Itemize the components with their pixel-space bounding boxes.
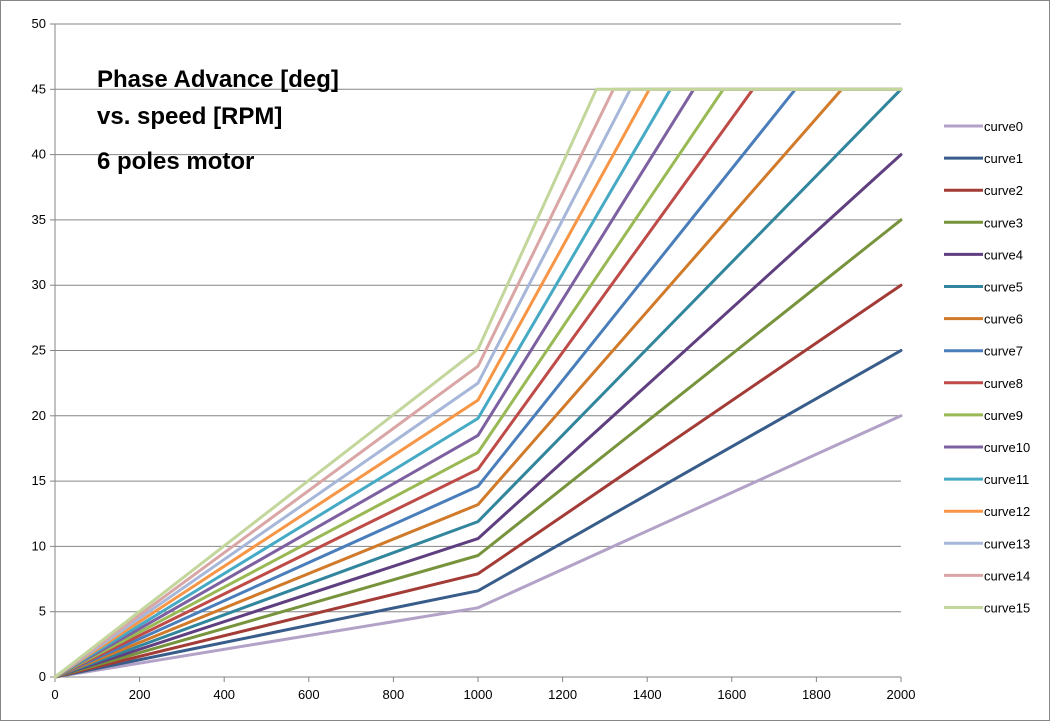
y-tick-label: 5 — [39, 604, 46, 619]
x-tick-label: 1600 — [717, 687, 746, 702]
y-tick-label: 20 — [32, 408, 46, 423]
legend-label: curve5 — [984, 280, 1023, 295]
x-tick-label: 600 — [298, 687, 320, 702]
x-tick-label: 200 — [129, 687, 151, 702]
legend-entry-curve6: curve6 — [944, 312, 1023, 327]
legend-label: curve0 — [984, 119, 1023, 134]
y-tick-label: 15 — [32, 473, 46, 488]
y-tick-label: 35 — [32, 212, 46, 227]
axes: 0 5 10 15 20 25 30 35 40 45 50 0 200 400 600 800 1000 120… — [32, 16, 916, 702]
legend-label: curve4 — [984, 247, 1023, 262]
legend-label: curve1 — [984, 151, 1023, 166]
x-tick-label: 1400 — [633, 687, 662, 702]
legend-label: curve14 — [984, 568, 1030, 583]
legend-entry-curve2: curve2 — [944, 183, 1023, 198]
x-tick-label: 1000 — [464, 687, 493, 702]
legend-entry-curve15: curve15 — [944, 601, 1030, 616]
series-line-curve1 — [53, 349, 903, 679]
legend-label: curve2 — [984, 183, 1023, 198]
legend-entry-curve3: curve3 — [944, 215, 1023, 230]
y-tick-label: 40 — [32, 147, 46, 162]
legend-entry-curve0: curve0 — [944, 119, 1023, 134]
legend-entry-curve4: curve4 — [944, 247, 1023, 262]
legend-label: curve12 — [984, 504, 1030, 519]
y-tick-label: 25 — [32, 343, 46, 358]
series-line-curve3 — [53, 218, 903, 679]
series-lines — [53, 87, 903, 679]
gridlines — [55, 23, 901, 613]
legend-entry-curve7: curve7 — [944, 344, 1023, 359]
legend-entry-curve1: curve1 — [944, 151, 1023, 166]
title-line-3: 6 poles motor — [97, 148, 254, 175]
x-tick-label: 2000 — [887, 687, 916, 702]
series-line-curve0 — [53, 414, 903, 679]
legend-label: curve9 — [984, 408, 1023, 423]
legend: curve0 curve1 curve2 curve3 curve4 curve5 curv… — [944, 119, 1030, 616]
legend-label: curve3 — [984, 215, 1023, 230]
legend-label: curve15 — [984, 601, 1030, 616]
legend-entry-curve11: curve11 — [944, 472, 1029, 487]
x-tick-label: 1200 — [548, 687, 577, 702]
series-line-curve5 — [53, 87, 903, 679]
legend-entry-curve12: curve12 — [944, 504, 1030, 519]
y-tick-label: 10 — [32, 538, 46, 553]
x-tick-label: 1800 — [802, 687, 831, 702]
legend-label: curve13 — [984, 536, 1030, 551]
y-tick-label: 45 — [32, 81, 46, 96]
series-line-curve4 — [53, 153, 903, 679]
legend-label: curve8 — [984, 376, 1023, 391]
legend-entry-curve8: curve8 — [944, 376, 1023, 391]
legend-entry-curve14: curve14 — [944, 568, 1030, 583]
x-tick-label: 400 — [213, 687, 235, 702]
series-line-curve15 — [53, 87, 903, 679]
legend-label: curve11 — [984, 472, 1029, 487]
y-tick-label: 50 — [32, 16, 46, 31]
legend-entry-curve9: curve9 — [944, 408, 1023, 423]
legend-entry-curve10: curve10 — [944, 440, 1030, 455]
x-tick-label: 800 — [383, 687, 405, 702]
title-line-1: Phase Advance [deg] — [97, 66, 339, 93]
legend-entry-curve5: curve5 — [944, 280, 1023, 295]
legend-label: curve7 — [984, 344, 1023, 359]
legend-entry-curve13: curve13 — [944, 536, 1030, 551]
series-line-curve2 — [53, 283, 903, 679]
legend-label: curve10 — [984, 440, 1030, 455]
y-tick-label: 0 — [39, 669, 46, 684]
y-tick-label: 30 — [32, 277, 46, 292]
legend-label: curve6 — [984, 312, 1023, 327]
chart-title: Phase Advance [deg] vs. speed [RPM] 6 po… — [97, 66, 339, 175]
x-tick-label: 0 — [51, 687, 58, 702]
title-line-2: vs. speed [RPM] — [97, 103, 282, 130]
